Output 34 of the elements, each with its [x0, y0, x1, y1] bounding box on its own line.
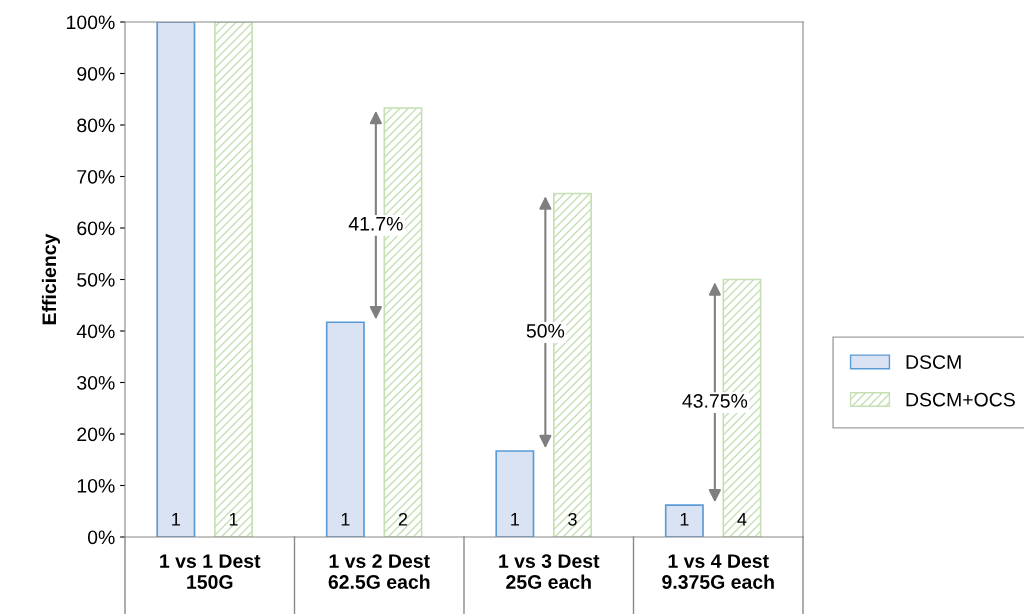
- x-tick-label: 1 vs 4 Dest 9.375G each: [662, 554, 774, 589]
- y-tick-label: 30%: [77, 375, 115, 390]
- y-tick-label: 50%: [77, 272, 115, 287]
- legend-label: DSCM+OCS: [906, 392, 1015, 407]
- annotation: 50%: [526, 324, 565, 338]
- y-tick-label: 0%: [87, 530, 115, 545]
- annotation: 1: [511, 513, 519, 526]
- annotation: 4: [737, 513, 747, 526]
- x-tick-label: 1 vs 1 Dest 150G: [160, 554, 261, 589]
- bar: [495, 450, 535, 537]
- bar: [156, 22, 196, 537]
- y-tick-label: 20%: [77, 427, 115, 442]
- annotation: 43.75%: [682, 394, 748, 408]
- bar: [213, 22, 253, 537]
- y-tick-label: 80%: [77, 118, 115, 133]
- annotation: 3: [568, 512, 577, 526]
- annotation: 1: [680, 513, 689, 526]
- x-tick-label: 1 vs 2 Dest 62.5G each: [328, 554, 430, 589]
- y-axis-title: Efficiency: [41, 233, 60, 325]
- y-tick-label: 100%: [67, 15, 115, 30]
- annotation: 1: [229, 513, 238, 526]
- x-tick-label: 1 vs 3 Dest 25G each: [499, 554, 600, 589]
- y-tick-label: 70%: [77, 169, 115, 184]
- annotation: 2: [398, 512, 408, 526]
- y-tick-label: 90%: [77, 66, 115, 81]
- annotation: 1: [172, 513, 180, 526]
- annotation: 1: [341, 513, 350, 526]
- legend-label: DSCM: [906, 355, 961, 369]
- bar: [664, 504, 704, 537]
- bar: [325, 321, 365, 537]
- y-tick-label: 40%: [76, 324, 115, 339]
- y-tick-label: 10%: [77, 478, 115, 493]
- y-tick-label: 60%: [77, 221, 115, 236]
- annotation: 41.7%: [348, 216, 403, 231]
